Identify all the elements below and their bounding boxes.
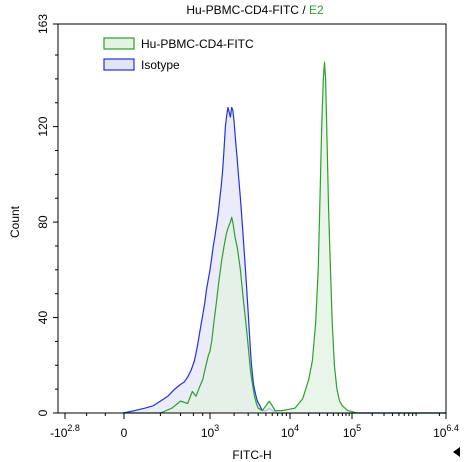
- legend-label: Hu-PBMC-CD4-FITC: [141, 37, 254, 51]
- x-axis-title: FITC-H: [232, 448, 271, 462]
- chart-title-separator: /: [299, 3, 309, 17]
- series-fill-isotype: [123, 107, 446, 413]
- x-tick-label: 0: [121, 426, 128, 440]
- y-tick-label: 40: [36, 311, 50, 325]
- y-tick-label: 0: [36, 409, 50, 416]
- legend-label: Isotype: [141, 58, 180, 72]
- x-tick-label: -102.8: [50, 423, 80, 440]
- x-tick-label: 104: [281, 423, 299, 440]
- legend-swatch: [103, 58, 135, 71]
- y-tick-label: 80: [36, 215, 50, 229]
- x-tick-label: 103: [201, 423, 219, 440]
- series-fill-cd4: [123, 62, 446, 413]
- chart-title-gate: E2: [309, 3, 324, 17]
- series-line-isotype: [122, 106, 446, 414]
- x-tick-label: 105: [343, 423, 361, 440]
- series-layer: [122, 61, 446, 414]
- chart-title-main: Hu-PBMC-CD4-FITC: [186, 3, 299, 17]
- legend: Hu-PBMC-CD4-FITC Isotype: [103, 37, 254, 72]
- scroll-left-arrow-icon[interactable]: [453, 447, 460, 457]
- x-tick-label: 106.4: [433, 423, 459, 440]
- y-tick-label: 163: [36, 14, 50, 34]
- y-tick-label: 120: [36, 116, 50, 136]
- legend-swatch: [103, 37, 135, 50]
- y-axis-title: Count: [8, 205, 22, 238]
- series-line-cd4: [123, 61, 446, 414]
- plot-frame: [57, 23, 447, 414]
- chart-title: Hu-PBMC-CD4-FITC / E2: [186, 3, 324, 17]
